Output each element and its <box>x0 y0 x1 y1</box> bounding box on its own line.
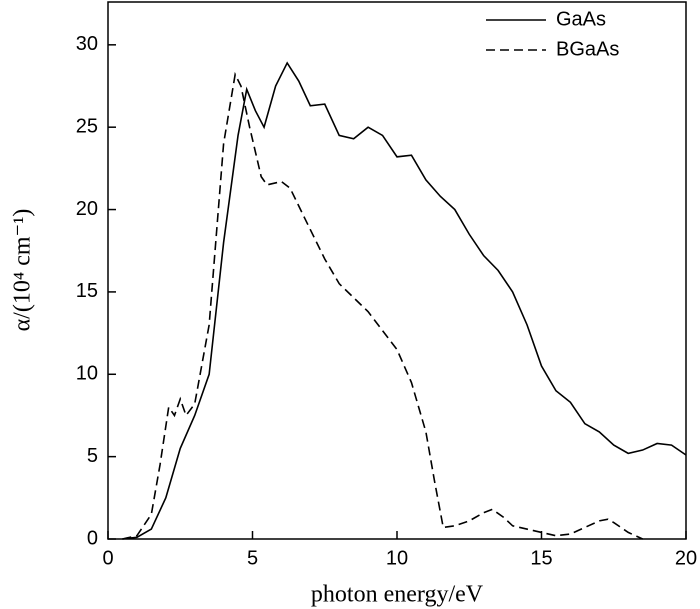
y-axis-label: α/(10⁴ cm⁻¹) <box>10 209 36 332</box>
y-tick-label: 5 <box>87 445 98 467</box>
data-line <box>122 71 643 540</box>
y-tick-label: 30 <box>76 33 98 55</box>
legend-label: BGaAs <box>556 38 619 60</box>
legend-label: GaAs <box>556 8 606 30</box>
x-tick-label: 15 <box>530 547 552 569</box>
plot-frame <box>107 1 687 540</box>
x-tick-label: 10 <box>386 547 408 569</box>
y-tick-label: 15 <box>76 280 98 302</box>
y-tick-label: 20 <box>76 198 98 220</box>
y-tick-label: 25 <box>76 115 98 137</box>
x-tick-label: 0 <box>102 547 113 569</box>
x-axis-label: photon energy/eV <box>311 582 484 608</box>
x-tick-label: 20 <box>675 547 697 569</box>
data-line <box>122 61 687 540</box>
x-tick-label: 5 <box>247 547 258 569</box>
y-tick-label: 10 <box>76 363 98 385</box>
y-tick-label: 0 <box>87 527 98 549</box>
